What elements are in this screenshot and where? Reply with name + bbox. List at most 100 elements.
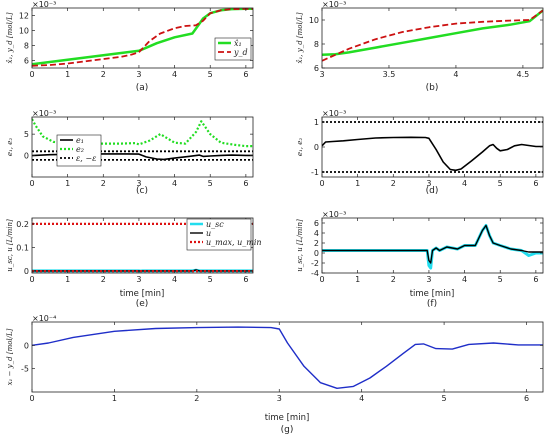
chart-panel-g: 0 1 2 3 4 5 6 -5 0 ×10⁻⁴ x₁ − y_d [mol/L] time [min…	[6, 314, 544, 435]
y-tick-label: 2	[314, 239, 319, 248]
y-tick-label: -4	[311, 269, 319, 278]
x-tick-label: 1	[65, 179, 70, 188]
panel-label: (c)	[136, 186, 148, 196]
chart-panel-d: 0 1 2 3 4 5 6-101×10⁻³e₁, e₂(d)	[296, 109, 544, 196]
axis-multiplier: ×10⁻³	[322, 210, 346, 219]
series-line-u	[322, 224, 543, 264]
series-line-e₁	[322, 136, 543, 172]
y-tick-label: 0	[24, 152, 29, 161]
axes-frame	[321, 217, 544, 274]
x-tick-label: 4.5	[517, 70, 530, 79]
y-tick-label: 12	[19, 12, 29, 21]
axes-frame	[321, 7, 544, 69]
x-tick-label: 5	[498, 275, 503, 284]
series-line-y_d	[32, 8, 253, 67]
legend-label: ε, −ε	[76, 154, 96, 163]
y-axis-label: x₁ − y_d [mol/L]	[6, 328, 14, 385]
y-tick-label: 0	[314, 249, 319, 258]
legend-label: x̂₁	[234, 39, 242, 48]
axis-multiplier: ×10⁻³	[322, 0, 346, 9]
x-tick-label: 0	[319, 275, 324, 284]
y-axis-label: x̂₁, y_d [mol/L]	[5, 12, 14, 63]
panel-label: (f)	[427, 299, 437, 309]
series-line-x̂₁	[32, 8, 253, 66]
x-tick-label: 3.5	[383, 70, 396, 79]
x-tick-label: 4	[453, 70, 458, 79]
x-tick-label: 0	[29, 394, 34, 403]
legend-label: e₁	[76, 136, 84, 145]
x-tick-label: 4	[172, 179, 177, 188]
x-tick-label: 3	[136, 179, 141, 188]
x-tick-label: 3	[426, 275, 431, 284]
x-tick-label: 2	[391, 179, 396, 188]
x-tick-label: 2	[101, 275, 106, 284]
x-tick-label: 4	[172, 70, 177, 79]
x-tick-label: 0	[29, 179, 34, 188]
series-line-x̂₁	[322, 9, 543, 57]
y-tick-label: 6	[314, 219, 319, 228]
x-tick-label: 3	[426, 179, 431, 188]
plot-area	[322, 117, 543, 177]
legend-label: u_max, u_min	[206, 238, 262, 247]
x-tick-label: 3	[319, 70, 324, 79]
x-tick-label: 2	[101, 70, 106, 79]
y-tick-label: 10	[19, 27, 29, 36]
y-tick-label: 5	[24, 130, 29, 139]
plot-area	[32, 322, 543, 392]
x-tick-label: 6	[243, 275, 248, 284]
x-tick-label: 0	[29, 275, 34, 284]
panel-label: (a)	[136, 83, 149, 93]
y-tick-label: 0	[24, 341, 29, 350]
axis-multiplier: ×10⁻³	[322, 109, 346, 118]
chart-panel-b: 3 3.5 4 4.5 6 8 10×10⁻³ x̂₁, y_d [mol/L] (b)	[295, 0, 544, 93]
y-tick-label: -5	[21, 365, 29, 374]
series-group	[322, 121, 543, 173]
x-tick-label: 5	[208, 179, 213, 188]
y-tick-label: 6	[314, 64, 319, 73]
series-group	[32, 8, 253, 67]
legend-label: y_d	[233, 48, 248, 57]
x-tick-label: 3	[277, 394, 282, 403]
series-group	[322, 224, 543, 270]
panel-label: (d)	[426, 186, 439, 196]
x-tick-label: 0	[319, 179, 324, 188]
series-group	[32, 326, 543, 389]
x-tick-label: 4	[462, 179, 467, 188]
x-tick-label: 1	[65, 275, 70, 284]
y-tick-label: -1	[311, 168, 319, 177]
legend-label: u_sc	[206, 220, 224, 229]
y-tick-label: 0	[314, 143, 319, 152]
legend: x̂₁y_d	[214, 37, 252, 61]
x-tick-label: 1	[112, 394, 117, 403]
panel-label: (e)	[136, 299, 149, 309]
y-tick-label: 8	[24, 42, 29, 51]
axis-multiplier: ×10⁻⁴	[32, 314, 56, 323]
series-line-x₁−y_d	[32, 326, 543, 389]
series-group	[322, 9, 543, 62]
x-tick-label: 5	[442, 394, 447, 403]
y-axis-label: u_sc, u [L/min]	[6, 219, 14, 272]
x-tick-label: 6	[524, 394, 529, 403]
x-axis-label: time [min]	[120, 289, 165, 299]
x-tick-label: 5	[208, 70, 213, 79]
x-tick-label: 5	[498, 179, 503, 188]
y-tick-label: 0	[24, 267, 29, 276]
x-tick-label: 0	[29, 70, 34, 79]
panel-label: (b)	[426, 83, 439, 93]
x-tick-label: 1	[65, 70, 70, 79]
x-tick-label: 3	[136, 70, 141, 79]
axes-frame	[31, 217, 254, 274]
legend-label: e₂	[76, 145, 84, 154]
y-tick-label: 4	[314, 229, 319, 238]
axes-frame	[31, 321, 544, 393]
x-axis-label: time [min]	[410, 289, 455, 299]
legend-label: u	[206, 229, 211, 238]
y-tick-label: 0.2	[16, 220, 29, 229]
axis-multiplier: ×10⁻³	[32, 0, 56, 9]
